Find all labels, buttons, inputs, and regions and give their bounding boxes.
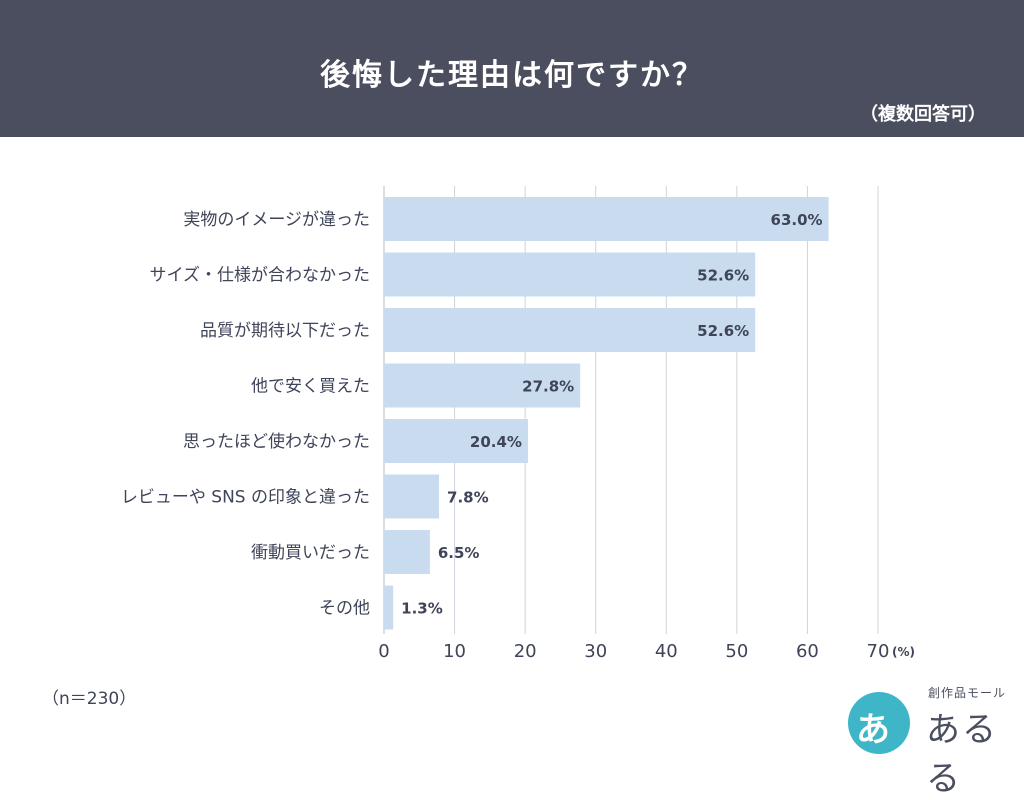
x-axis-unit: (%)	[892, 645, 915, 659]
logo-circle	[848, 692, 910, 754]
chart-title: 後悔した理由は何ですか？	[320, 58, 704, 93]
data-label: 7.8%	[447, 489, 489, 507]
category-label: レビューや SNS の印象と違った	[121, 488, 370, 508]
category-label: 思ったほど使わなかった	[183, 431, 370, 452]
x-tick-label: 40	[655, 641, 678, 662]
bar	[384, 252, 756, 297]
category-label: サイズ・仕様が合わなかった	[150, 266, 371, 286]
bar	[384, 530, 430, 574]
x-tick-label: 30	[584, 641, 607, 662]
x-tick-label: 20	[514, 641, 537, 662]
x-tick-label: 70	[867, 641, 890, 662]
category-label: その他	[319, 599, 370, 619]
category-label: 実物のイメージが違った	[183, 210, 370, 230]
bar	[384, 363, 581, 408]
bar	[384, 419, 528, 463]
data-label: 63.0%	[771, 211, 823, 229]
data-label: 6.5%	[438, 544, 480, 562]
data-label: 20.4%	[470, 433, 522, 451]
bar	[384, 308, 756, 352]
data-label: 52.6%	[697, 267, 749, 285]
header-banner: 後悔した理由は何ですか？ （複数回答可）	[0, 0, 1024, 137]
x-tick-label: 0	[378, 641, 389, 662]
logo-name: あるる	[926, 710, 998, 799]
chart-subtitle: （複数回答可）	[860, 104, 986, 125]
bar-chart: 0 10 20 30 40 50 60 70 (%) 実物のイメージが違った 63.0% サイズ・仕様…	[121, 186, 915, 662]
bar	[384, 197, 829, 241]
bar	[384, 585, 394, 630]
logo: あ 創作品モール あるる	[846, 684, 1016, 799]
bar	[384, 474, 440, 519]
x-tick-label: 60	[796, 641, 819, 662]
data-label: 27.8%	[522, 378, 574, 396]
data-label: 1.3%	[401, 600, 443, 618]
x-tick-label: 10	[443, 641, 466, 662]
data-label: 52.6%	[697, 322, 749, 340]
category-label: 他で安く買えた	[251, 377, 370, 397]
logo-subtitle: 創作品モール	[928, 686, 1007, 700]
x-tick-label: 50	[725, 641, 748, 662]
sample-size-note: （n＝230）	[42, 689, 137, 709]
category-label: 衝動買いだった	[251, 543, 370, 563]
category-label: 品質が期待以下だった	[200, 321, 370, 341]
logo-mark: あ	[856, 710, 890, 750]
